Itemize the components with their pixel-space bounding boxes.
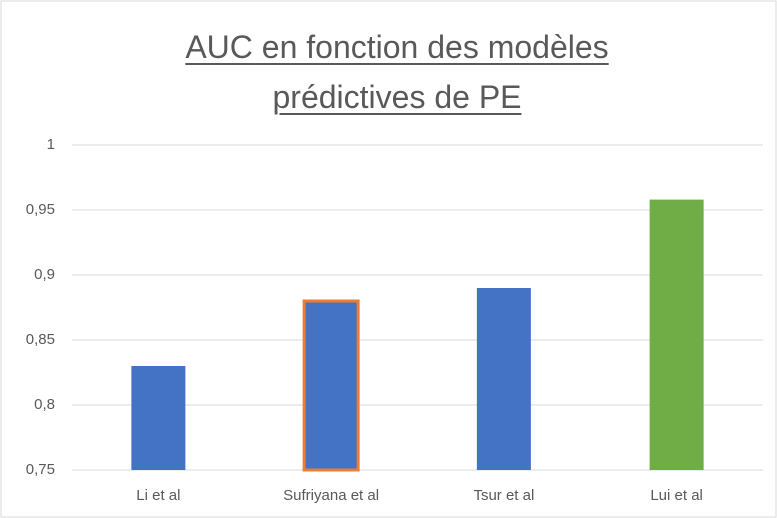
y-tick-label: 0,75 xyxy=(26,461,55,478)
y-tick-label: 0,95 xyxy=(26,201,55,218)
y-tick-label: 1 xyxy=(47,136,55,153)
bar xyxy=(649,199,704,470)
x-tick-label: Sufriyana et al xyxy=(283,487,379,504)
bar xyxy=(302,299,360,472)
y-tick-label: 0,9 xyxy=(34,266,55,283)
x-tick-label: Tsur et al xyxy=(473,487,534,504)
bar xyxy=(131,366,186,470)
y-tick-label: 0,8 xyxy=(34,396,55,413)
bar xyxy=(476,288,531,470)
x-tick-label: Lui et al xyxy=(650,487,703,504)
x-tick-label: Li et al xyxy=(136,487,180,504)
chart-title: AUC en fonction des modèles prédictives … xyxy=(185,29,609,115)
y-tick-label: 0,85 xyxy=(26,331,55,348)
